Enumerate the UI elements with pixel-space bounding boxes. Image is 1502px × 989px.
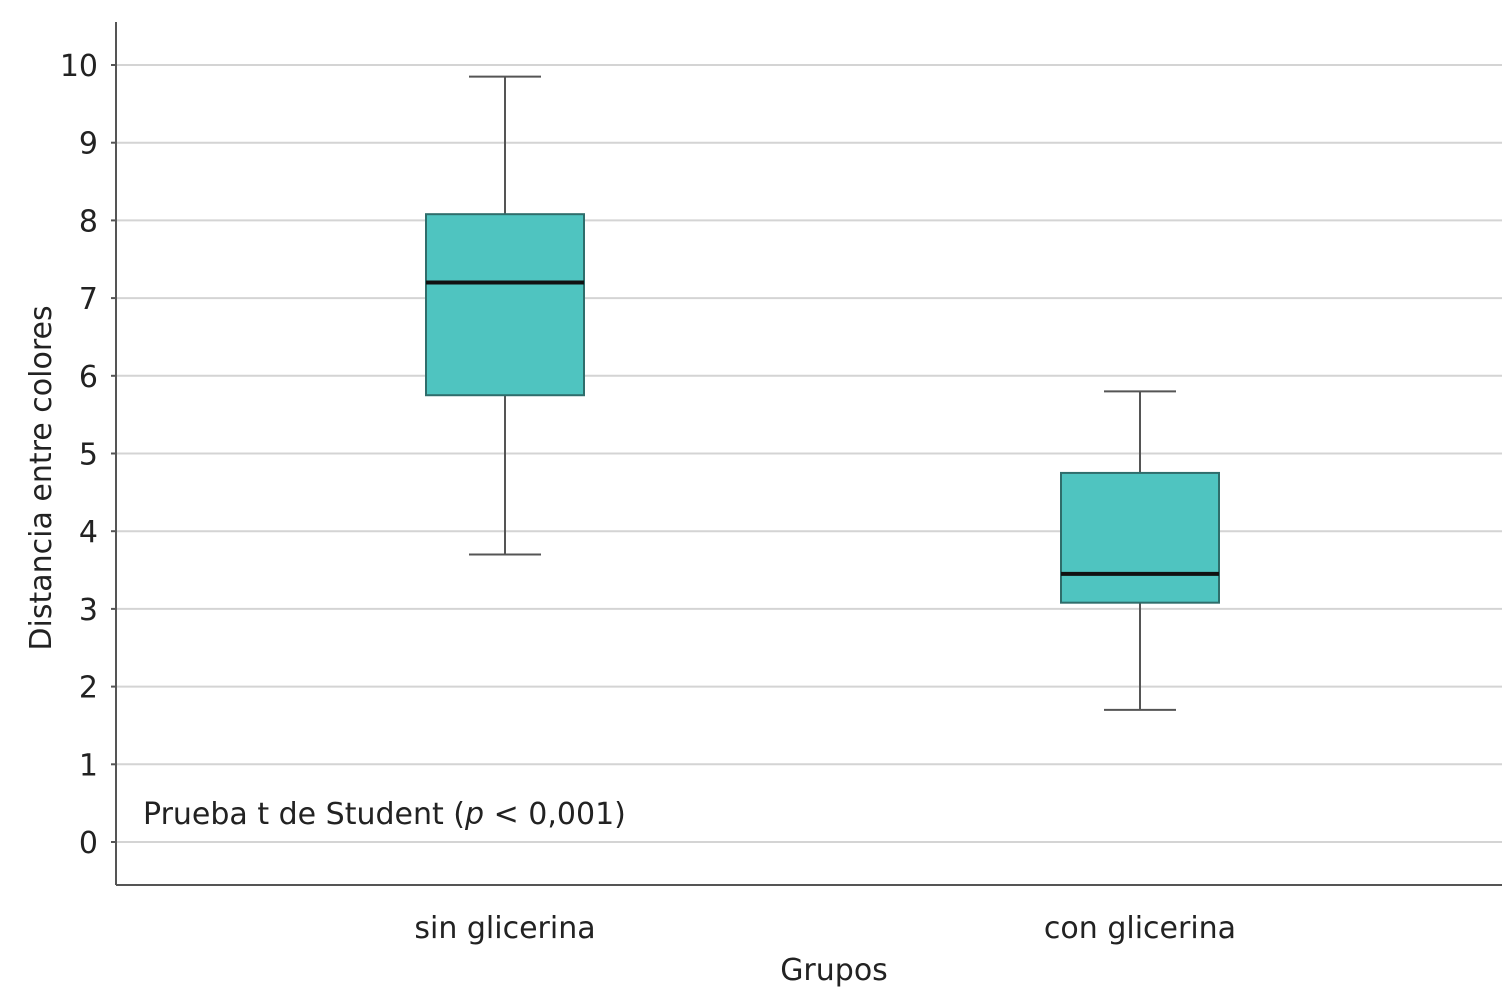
y-tick-label-1: 1	[79, 748, 98, 783]
y-tick-label-8: 8	[79, 204, 98, 239]
y-tick-label-3: 3	[79, 593, 98, 628]
y-axis-ticks: 0 1 2 3 4 5 6 7 8 9 10	[60, 49, 116, 861]
y-tick-label-10: 10	[60, 49, 98, 84]
iqr-box-sin-glicerina	[425, 213, 585, 397]
box-con-glicerina	[1060, 390, 1220, 711]
x-tick-label-con-glicerina: con glicerina	[1044, 911, 1236, 946]
y-tick-label-2: 2	[79, 671, 98, 706]
x-axis-ticks: sin glicerina con glicerina	[414, 911, 1236, 946]
y-tick-label-5: 5	[79, 438, 98, 473]
annotation-text: Prueba t de Student (p < 0,001)	[143, 797, 626, 832]
x-axis-title: Grupos	[780, 953, 888, 988]
box-sin-glicerina	[425, 75, 585, 556]
annotation-text-after: < 0,001)	[484, 797, 626, 832]
y-axis-title: Distancia entre colores	[24, 305, 59, 650]
annotation-text-before: Prueba t de Student (	[143, 797, 465, 832]
y-tick-label-9: 9	[79, 127, 98, 162]
box-plot-boxes	[425, 75, 1220, 711]
x-tick-label-sin-glicerina: sin glicerina	[414, 911, 595, 946]
y-tick-label-6: 6	[79, 360, 98, 395]
iqr-box-con-glicerina	[1060, 471, 1220, 604]
y-tick-label-0: 0	[79, 826, 98, 861]
y-tick-label-4: 4	[79, 515, 98, 550]
annotation-p-italic: p	[464, 797, 484, 832]
grid-lines	[116, 64, 1502, 843]
y-tick-label-7: 7	[79, 282, 98, 317]
